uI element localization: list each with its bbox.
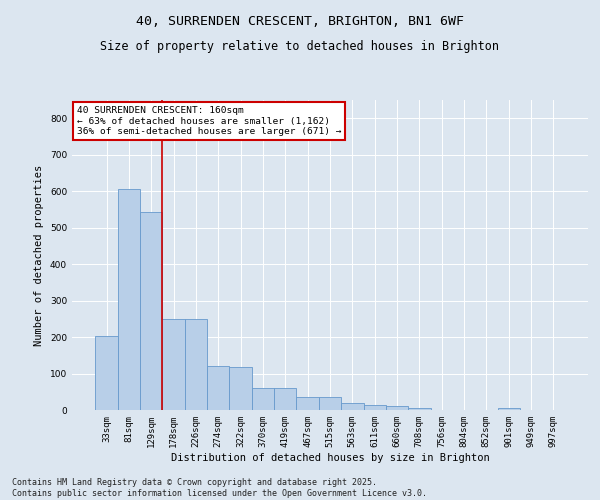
Text: 40 SURRENDEN CRESCENT: 160sqm
← 63% of detached houses are smaller (1,162)
36% o: 40 SURRENDEN CRESCENT: 160sqm ← 63% of d… <box>77 106 341 136</box>
Bar <box>118 190 140 410</box>
Bar <box>252 388 274 410</box>
Bar <box>229 366 252 410</box>
X-axis label: Distribution of detached houses by size in Brighton: Distribution of detached houses by size … <box>170 452 490 462</box>
Y-axis label: Number of detached properties: Number of detached properties <box>34 164 44 346</box>
Bar <box>207 366 229 410</box>
Bar <box>185 319 207 410</box>
Text: 40, SURRENDEN CRESCENT, BRIGHTON, BN1 6WF: 40, SURRENDEN CRESCENT, BRIGHTON, BN1 6W… <box>136 15 464 28</box>
Bar <box>296 397 319 410</box>
Bar <box>274 388 296 410</box>
Bar <box>408 408 431 410</box>
Text: Contains HM Land Registry data © Crown copyright and database right 2025.
Contai: Contains HM Land Registry data © Crown c… <box>12 478 427 498</box>
Bar <box>95 336 118 410</box>
Bar <box>497 408 520 410</box>
Bar <box>319 397 341 410</box>
Bar <box>341 402 364 410</box>
Bar <box>386 406 408 410</box>
Bar <box>364 404 386 410</box>
Bar <box>140 212 163 410</box>
Bar <box>163 319 185 410</box>
Text: Size of property relative to detached houses in Brighton: Size of property relative to detached ho… <box>101 40 499 53</box>
